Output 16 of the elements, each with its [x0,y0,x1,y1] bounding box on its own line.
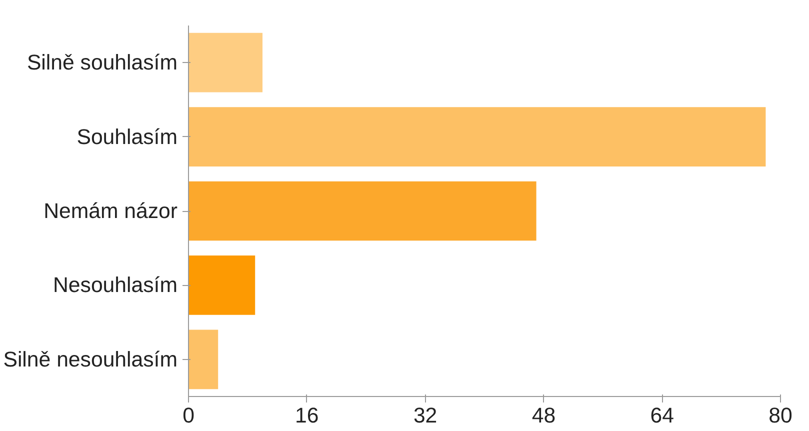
x-tick-label: 64 [650,404,674,428]
x-tick-label: 32 [413,404,438,428]
y-tick-label: Nemám názor [44,199,178,223]
y-tick-label: Silně souhlasím [26,50,178,75]
y-tick-label: Nesouhlasím [53,273,178,298]
x-tick-label: 48 [532,404,556,428]
bar [188,256,256,315]
x-tick-label: 0 [182,404,195,428]
x-tick-label: 80 [768,404,792,428]
y-tick-label: Souhlasím [76,124,178,149]
x-tick-label: 16 [295,404,319,428]
bar [188,107,766,166]
bar [188,32,262,92]
bar [188,181,536,241]
y-tick-label: Silně nesouhlasím [3,347,178,372]
bar [188,330,218,390]
